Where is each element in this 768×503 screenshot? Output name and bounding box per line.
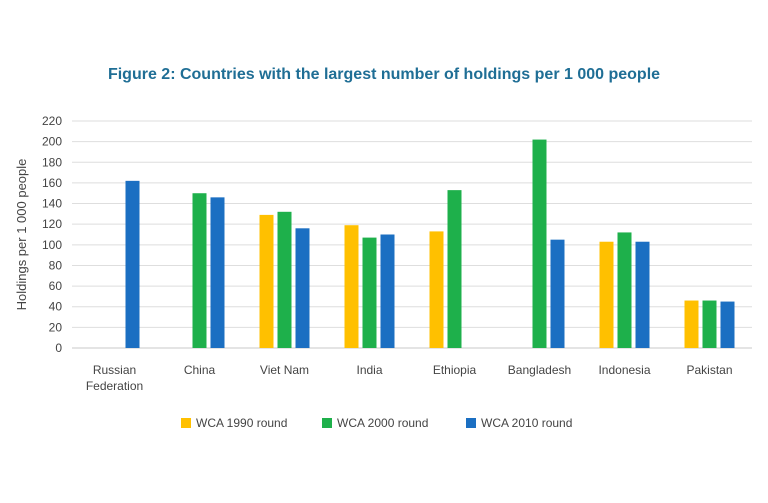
chart-title: Figure 2: Countries with the largest num… xyxy=(107,66,661,83)
y-tick-label: 160 xyxy=(42,176,62,190)
bar-wca-2000-round-1 xyxy=(192,193,207,348)
category-label: Viet Nam xyxy=(260,363,309,377)
legend-label: WCA 2000 round xyxy=(337,416,428,430)
y-tick-label: 120 xyxy=(42,217,62,231)
bar-wca-2010-round-7 xyxy=(720,301,735,348)
y-tick-label: 40 xyxy=(49,300,63,314)
bar-wca-1990-round-2 xyxy=(259,214,274,348)
category-label: China xyxy=(184,363,216,377)
y-tick-label: 140 xyxy=(42,197,62,211)
category-label: Russian Federation xyxy=(86,363,143,393)
bar-wca-2010-round-1 xyxy=(210,197,225,348)
category-label: Indonesia xyxy=(598,363,650,377)
y-axis-title: Holdings per 1 000 people xyxy=(14,159,29,311)
legend-label: WCA 2010 round xyxy=(481,416,572,430)
bar-wca-2000-round-7 xyxy=(702,300,717,348)
category-labels: Russian Federation China Viet Nam India Ethio… xyxy=(86,363,733,393)
bar-wca-2000-round-2 xyxy=(277,211,292,348)
legend: WCA 1990 round WCA 2000 round WCA 2010 rou… xyxy=(181,416,572,430)
bar-wca-2010-round-3 xyxy=(380,234,395,348)
category-label: Bangladesh xyxy=(508,363,571,377)
y-tick-labels: 0 20 40 60 80 100 120 140 160 180 200 220 xyxy=(42,114,62,355)
y-tick-label: 0 xyxy=(55,341,62,355)
bar-wca-2000-round-4 xyxy=(447,190,462,348)
bars xyxy=(125,139,735,348)
legend-swatch xyxy=(322,418,332,428)
y-tick-label: 20 xyxy=(49,320,63,334)
y-tick-label: 100 xyxy=(42,238,62,252)
bar-wca-1990-round-7 xyxy=(684,300,699,348)
category-label: Pakistan xyxy=(686,363,732,377)
bar-wca-2010-round-0 xyxy=(125,180,140,348)
gridlines xyxy=(72,120,752,349)
bar-wca-2000-round-3 xyxy=(362,237,377,348)
bar-wca-1990-round-4 xyxy=(429,231,444,348)
bar-wca-2010-round-6 xyxy=(635,241,650,348)
y-tick-label: 80 xyxy=(49,258,63,272)
bar-wca-2010-round-5 xyxy=(550,239,565,348)
bar-wca-2010-round-2 xyxy=(295,228,310,348)
bar-wca-2000-round-5 xyxy=(532,139,547,348)
bar-wca-1990-round-6 xyxy=(599,241,614,348)
legend-label: WCA 1990 round xyxy=(196,416,287,430)
legend-swatch xyxy=(466,418,476,428)
legend-swatch xyxy=(181,418,191,428)
bar-wca-2000-round-6 xyxy=(617,232,632,348)
category-label: Ethiopia xyxy=(433,363,477,377)
y-tick-label: 200 xyxy=(42,135,62,149)
category-label: India xyxy=(356,363,382,377)
y-tick-label: 60 xyxy=(49,279,63,293)
y-tick-label: 180 xyxy=(42,155,62,169)
y-tick-label: 220 xyxy=(42,114,62,128)
bar-wca-1990-round-3 xyxy=(344,225,359,348)
